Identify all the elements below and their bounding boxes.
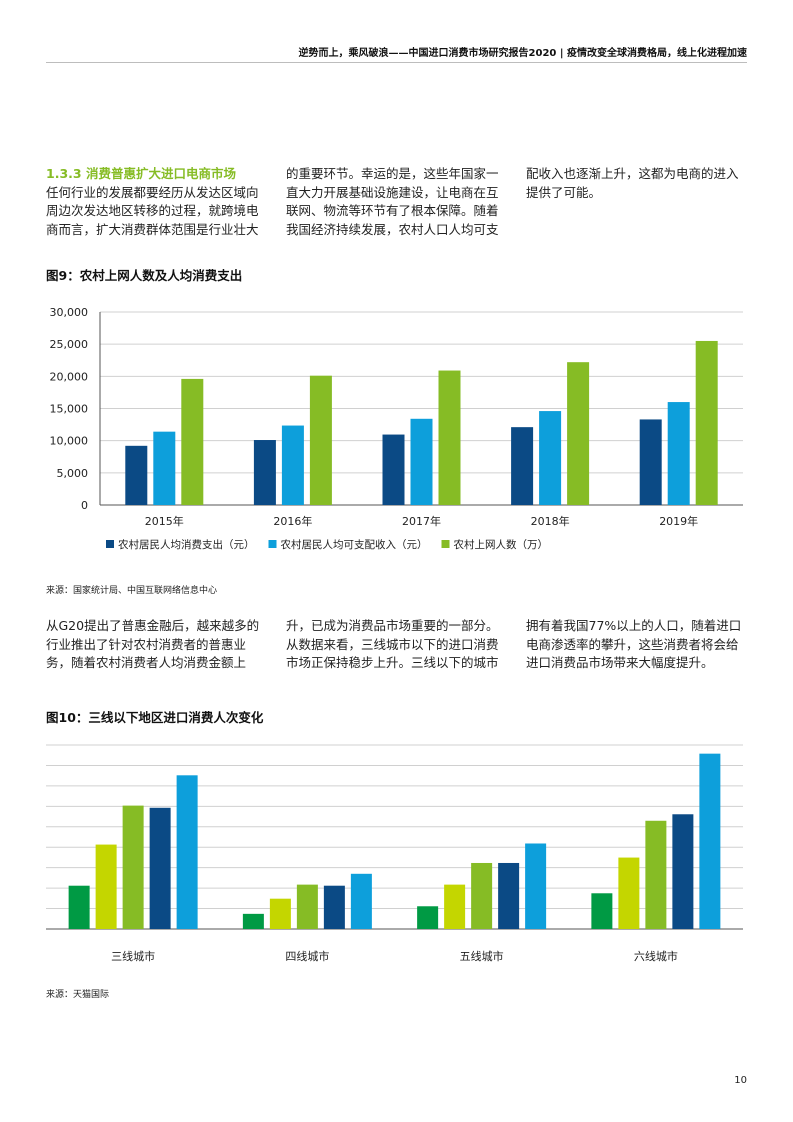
y-tick-label: 5,000 [57, 467, 89, 480]
x-tick-label: 三线城市 [111, 949, 155, 963]
y-tick-label: 0 [81, 499, 88, 512]
x-tick-label: 五线城市 [460, 949, 504, 963]
section2-col2-text: 升，已成为消费品市场重要的一部分。 从数据来看，三线城市以下的进口消费 市场正保… [286, 618, 499, 670]
bar [444, 884, 466, 929]
section2-col3-text: 拥有着我国77%以上的人口，随着进口 电商渗透率的攀升，这些消费者将会给 进口消… [526, 618, 742, 670]
bar [410, 418, 433, 505]
bar [471, 862, 493, 929]
y-tick-label: 15,000 [50, 403, 89, 416]
section1-col2-text: 的重要环节。幸运的是，这些年国家一 直大力开展基础设施建设，让电商在互 联网、物… [286, 166, 499, 237]
bar [153, 431, 176, 505]
bar [639, 419, 662, 505]
bar [122, 805, 144, 929]
bar [296, 884, 318, 929]
y-tick-label: 30,000 [50, 306, 89, 319]
y-tick-label: 20,000 [50, 370, 89, 383]
bar [511, 427, 534, 505]
header-divider [46, 62, 747, 63]
figure10-chart: 三线城市 四线城市 五线城市 六线城市 [46, 744, 743, 963]
bar [699, 753, 721, 929]
x-tick-label: 2015年 [145, 514, 184, 528]
bar [525, 843, 547, 929]
bar [176, 775, 198, 929]
bar [95, 844, 117, 929]
bar [149, 807, 171, 929]
y-tick-label: 10,000 [50, 435, 89, 448]
y-tick-label: 25,000 [50, 338, 89, 351]
bar [539, 411, 562, 505]
section2-col1-text: 从G20提出了普惠金融后，越来越多的 行业推出了针对农村消费者的普惠业 务，随着… [46, 618, 260, 670]
legend-label: 农村居民人均可支配收入（元） [281, 538, 428, 551]
bar [645, 820, 667, 929]
legend-swatch [268, 540, 277, 548]
bar [567, 362, 590, 505]
bar [591, 893, 613, 929]
bar [417, 906, 439, 929]
figure9-source: 来源：国家统计局、中国互联网络信息中心 [46, 586, 218, 596]
bar [667, 402, 690, 505]
legend-swatch [441, 540, 450, 548]
bar [242, 913, 264, 929]
bar [672, 814, 694, 929]
bar [125, 445, 148, 505]
legend-label: 农村居民人均消费支出（元） [118, 538, 255, 551]
x-tick-label: 2018年 [531, 514, 570, 528]
bar [350, 873, 372, 929]
bar [695, 340, 718, 505]
legend-label: 农村上网人数（万） [454, 538, 549, 551]
x-tick-label: 2017年 [402, 514, 441, 528]
report-header-title: 逆势而上，乘风破浪——中国进口消费市场研究报告2020 | 疫情改变全球消费格局… [298, 48, 747, 59]
bar [618, 857, 640, 929]
figure10-title: 图10：三线以下地区进口消费人次变化 [46, 710, 264, 725]
bar [269, 898, 291, 929]
x-tick-label: 四线城市 [285, 949, 329, 963]
section-heading: 1.3.3 消费普惠扩大进口电商市场 [46, 166, 236, 181]
bar [438, 370, 461, 505]
bar [68, 885, 90, 929]
legend-swatch [106, 540, 114, 548]
figure9-title: 图9：农村上网人数及人均消费支出 [46, 268, 243, 283]
section1-col1: 1.3.3 消费普惠扩大进口电商市场 任何行业的发展都要经历从发达区域向 周边次… [46, 165, 276, 239]
x-tick-label: 2016年 [273, 514, 312, 528]
x-tick-label: 六线城市 [634, 949, 678, 963]
x-tick-label: 2019年 [659, 514, 698, 528]
bar [323, 885, 345, 929]
bar [498, 862, 520, 929]
section1-col3-text: 配收入也逐渐上升，这都为电商的进入 提供了可能。 [526, 166, 739, 200]
figure9-chart: 0 5,000 10,000 15,000 20,000 25,000 30,000 2015… [50, 306, 743, 551]
section1-col1-text: 任何行业的发展都要经历从发达区域向 周边次发达地区转移的过程，就跨境电 商而言，… [46, 184, 259, 237]
bar [382, 434, 405, 505]
bar [281, 425, 304, 505]
bar [181, 378, 204, 505]
bar [253, 440, 276, 505]
figure10-source: 来源：天猫国际 [46, 990, 110, 1000]
bar [309, 375, 332, 505]
page-number: 10 [734, 1075, 747, 1086]
